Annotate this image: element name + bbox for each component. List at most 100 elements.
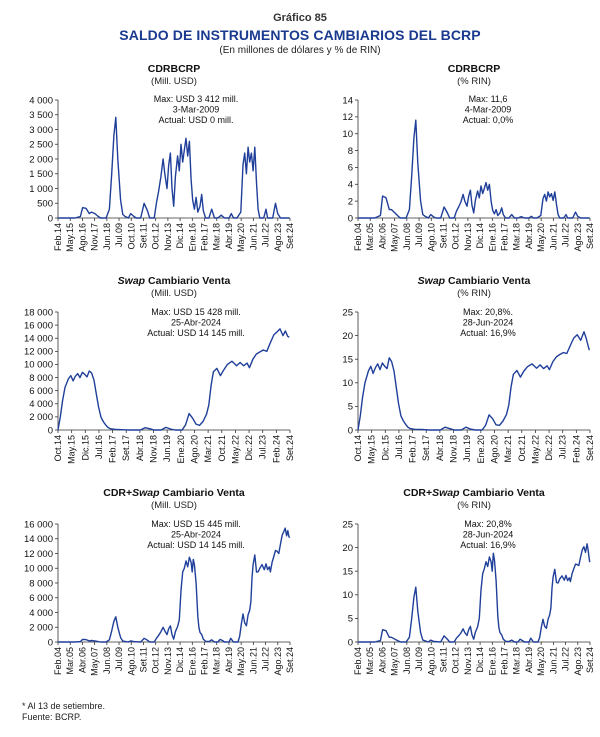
x-tick-label: Jun.18	[102, 223, 112, 250]
figure-title: SALDO DE INSTRUMENTOS CAMBIARIOS DEL BCR…	[119, 27, 481, 43]
y-tick-label: 6	[348, 163, 353, 174]
chart-title: CDR+Swap Cambiario Venta	[403, 487, 545, 499]
chart-subtitle: (% RIN)	[457, 76, 491, 87]
chart-subtitle: (Mill. USD)	[151, 500, 197, 511]
x-tick-label: May.15	[65, 223, 75, 252]
x-tick-label: Oct.21	[517, 435, 527, 462]
y-tick-label: 25	[342, 307, 353, 318]
chart-title: Swap Cambiario Venta	[418, 275, 531, 287]
y-tick-label: 500	[37, 199, 53, 210]
chart-annotation: 25-Abr-2024	[171, 318, 221, 328]
x-tick-label: Jun.19	[462, 435, 472, 462]
chart-subtitle: (% RIN)	[457, 500, 491, 511]
y-tick-label: 16 000	[24, 320, 53, 331]
x-tick-label: Dic.14	[475, 223, 485, 249]
x-tick-label: Ene.16	[187, 223, 197, 252]
y-tick-label: 10 000	[24, 564, 53, 575]
x-tick-label: Jul.22	[561, 223, 571, 247]
y-tick-label: 12 000	[24, 549, 53, 560]
chart-title-italic: Swap	[432, 487, 460, 499]
x-tick-label: Jun.08	[402, 223, 412, 250]
figure-number: Gráfico 85	[273, 12, 327, 24]
y-tick-label: 25	[342, 519, 353, 530]
chart-title: CDRBCRP	[448, 63, 501, 75]
x-tick-label: May.20	[236, 223, 246, 252]
chart-cdr-swap-rin: CDR+Swap Cambiario Venta(% RIN) 0 5 10 15 20 2…	[342, 487, 595, 676]
x-tick-label: Set.11	[138, 223, 148, 248]
chart-title-italic: Swap	[418, 275, 446, 287]
x-tick-label: Mar.05	[65, 647, 75, 675]
x-tick-label: Ago.23	[273, 223, 283, 252]
x-tick-label: May.20	[536, 647, 546, 676]
x-tick-label: Set.24	[285, 647, 295, 673]
chart-annotation: 4-Mar-2009	[465, 105, 512, 115]
x-tick-label: Jun.08	[402, 647, 412, 674]
x-tick-label: Abr.19	[224, 223, 234, 249]
series-line	[57, 328, 290, 431]
x-tick-label: Set.24	[285, 223, 295, 249]
x-tick-label: Ago.23	[273, 647, 283, 676]
x-tick-label: Mar.18	[212, 647, 222, 675]
x-tick-label: Ene.16	[187, 647, 197, 676]
chart-annotation: Actual: 16,9%	[460, 328, 516, 338]
chart-title-rest: Cambiario Venta	[145, 275, 230, 287]
x-tick-label: May.07	[90, 647, 100, 676]
x-tick-label: Feb.14	[53, 223, 63, 251]
x-tick-label: Dic.14	[175, 647, 185, 673]
x-tick-label: Set.24	[285, 435, 295, 461]
x-tick-label: Jul.22	[261, 647, 271, 671]
y-tick-label: 15	[342, 567, 353, 578]
chart-title-rest: Cambiario Venta	[445, 275, 530, 287]
y-tick-label: 8	[348, 146, 353, 157]
x-tick-label: Feb.04	[353, 647, 363, 675]
series-line	[58, 116, 290, 219]
x-tick-label: Jul.22	[261, 223, 271, 247]
x-tick-label: May.07	[390, 647, 400, 676]
x-tick-label: Set.11	[138, 647, 148, 672]
x-tick-label: Mar.21	[203, 435, 213, 463]
chart-swap-usd: Swap Cambiario Venta(Mill. USD) 0 2 000 4 0…	[24, 275, 295, 464]
x-tick-label: Oct.21	[217, 435, 227, 462]
y-tick-label: 6 000	[29, 593, 53, 604]
x-tick-label: Set.24	[585, 647, 595, 673]
chart-annotation: 25-Abr-2024	[171, 530, 221, 540]
y-tick-label: 2 000	[29, 154, 53, 165]
x-tick-label: Ene.16	[487, 647, 497, 676]
y-tick-label: 2	[348, 196, 353, 207]
x-tick-label: Oct.12	[151, 223, 161, 250]
y-tick-label: 18 000	[24, 307, 53, 318]
x-tick-label: Nov.18	[149, 435, 159, 463]
x-tick-label: Ago.10	[126, 647, 136, 676]
x-tick-label: Jun.19	[162, 435, 172, 462]
y-tick-label: 1 000	[29, 184, 53, 195]
series-line	[358, 543, 591, 643]
chart-title-rest: Cambiario Venta	[160, 487, 245, 499]
y-tick-label: 4	[348, 180, 353, 191]
x-tick-label: Jun.21	[548, 223, 558, 250]
x-tick-label: Abr.19	[524, 647, 534, 673]
x-tick-label: Abr.06	[377, 223, 387, 249]
x-tick-label: Set.17	[121, 435, 131, 461]
x-tick-label: Feb.17	[500, 223, 510, 251]
x-tick-label: Dic.14	[475, 647, 485, 673]
y-tick-label: 1 500	[29, 169, 53, 180]
y-tick-label: 15	[342, 355, 353, 366]
x-tick-label: Set.17	[421, 435, 431, 461]
x-tick-label: Oct.10	[126, 223, 136, 250]
y-tick-label: 20	[342, 543, 353, 554]
x-tick-label: Feb.17	[500, 647, 510, 675]
footnote: * Al 13 de setiembre.	[22, 701, 106, 711]
x-tick-label: Jul.16	[394, 435, 404, 459]
x-tick-label: Jul.09	[414, 223, 424, 247]
x-tick-label: Jul.16	[94, 435, 104, 459]
x-tick-label: Jul.09	[114, 223, 124, 247]
y-tick-label: 14 000	[24, 534, 53, 545]
x-tick-label: Oct.14	[353, 435, 363, 462]
x-tick-label: Mar.18	[212, 223, 222, 251]
x-tick-label: Dic.22	[244, 435, 254, 461]
chart-title-prefix: CDR+	[403, 487, 432, 499]
y-tick-label: 0	[48, 637, 53, 648]
chart-title-prefix: CDR+	[103, 487, 132, 499]
x-tick-label: Nov.17	[90, 223, 100, 251]
x-tick-label: May.15	[67, 435, 77, 464]
